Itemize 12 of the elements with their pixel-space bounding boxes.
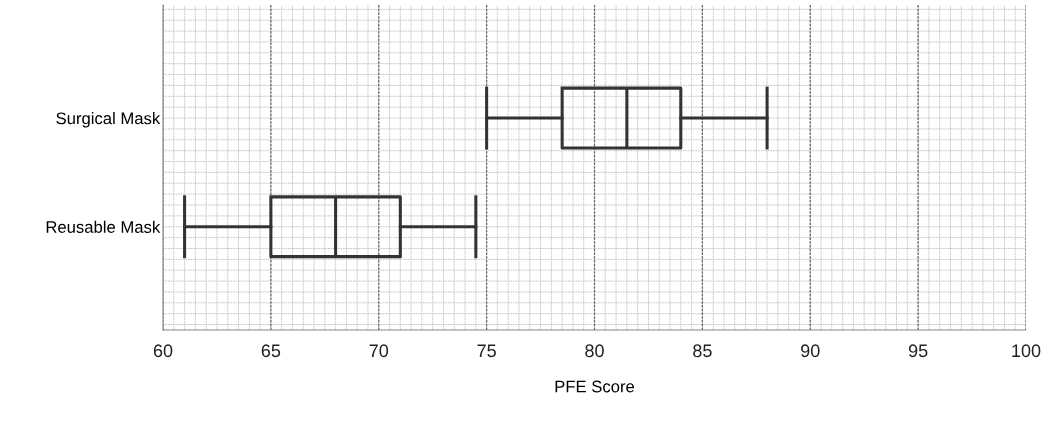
x-tick-label: 75	[477, 344, 496, 358]
x-tick-label: 70	[369, 344, 389, 358]
x-tick-label: 85	[693, 344, 712, 358]
x-tick-label: 95	[908, 344, 928, 358]
y-tick-label: Reusable Mask	[46, 220, 161, 233]
x-tick-label: 80	[585, 344, 604, 358]
x-tick-label: 90	[801, 344, 820, 358]
x-axis-title: PFE Score	[555, 380, 635, 393]
y-tick-label: Surgical Mask	[56, 112, 161, 128]
x-tick-label: 65	[261, 344, 281, 358]
x-tick-label: 100	[1012, 344, 1041, 358]
x-tick-label: 60	[153, 344, 173, 358]
